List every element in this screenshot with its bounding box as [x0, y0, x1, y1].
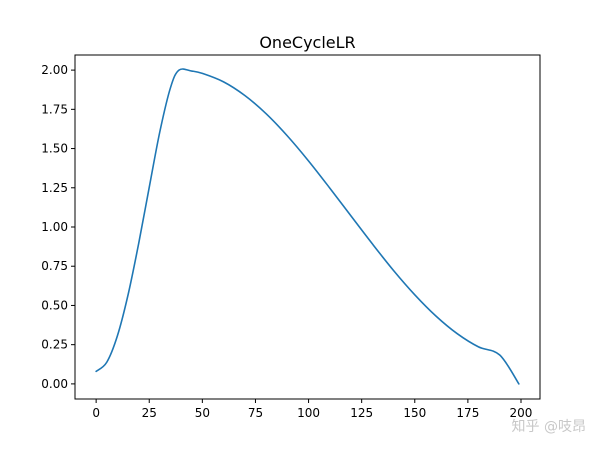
series-line [95, 68, 520, 385]
y-tick-label: 1.25 [41, 181, 68, 195]
x-tick-label: 0 [92, 406, 100, 420]
watermark: 知乎 @吱昂 [511, 419, 586, 435]
y-tick-label: 0.75 [41, 259, 68, 273]
x-tick-label: 100 [297, 406, 320, 420]
x-tick-label: 200 [510, 406, 533, 420]
plot-area [95, 68, 520, 385]
chart-title: OneCycleLR [259, 33, 355, 52]
y-tick-label: 0.50 [41, 298, 68, 312]
y-axis: 0.00 0.25 0.50 0.75 1.00 1.25 1.50 1.75 2.00 [41, 63, 75, 391]
x-tick-label: 25 [142, 406, 157, 420]
x-tick-label: 125 [350, 406, 373, 420]
y-tick-label: 1.75 [41, 102, 68, 116]
plot-frame [74, 54, 541, 400]
y-tick-label: 0.00 [41, 377, 68, 391]
x-tick-label: 175 [456, 406, 479, 420]
y-tick-label: 0.25 [41, 338, 68, 352]
x-axis: 0 25 50 75 100 125 150 175 200 [92, 399, 532, 420]
y-tick-label: 1.00 [41, 220, 68, 234]
x-tick-label: 75 [248, 406, 263, 420]
y-tick-label: 2.00 [41, 63, 68, 77]
y-tick-label: 1.50 [41, 142, 68, 156]
x-tick-label: 50 [195, 406, 210, 420]
x-tick-label: 150 [403, 406, 426, 420]
